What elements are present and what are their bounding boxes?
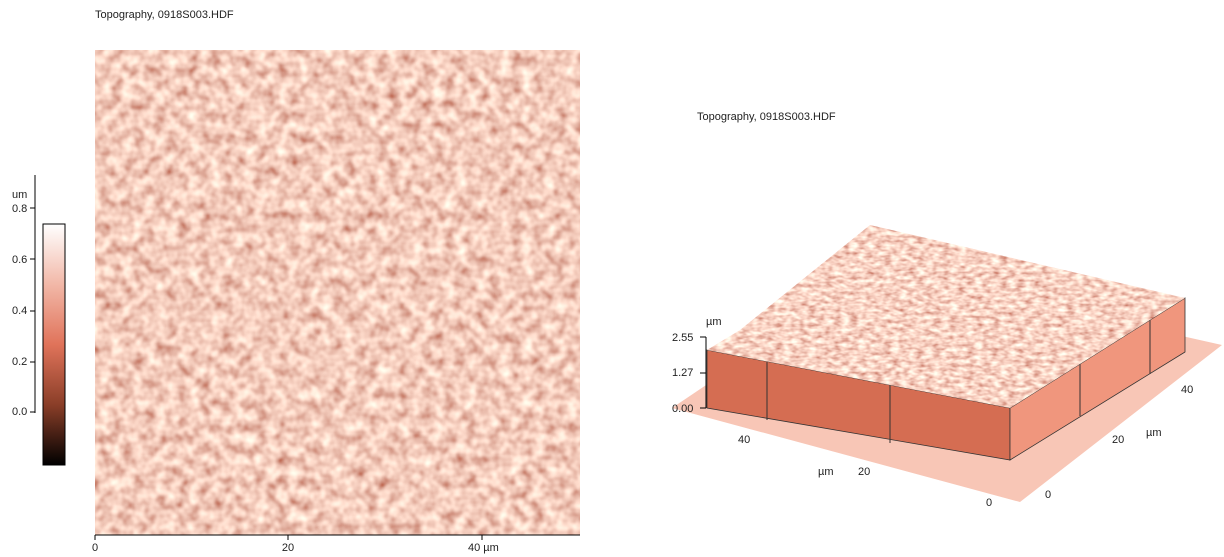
- front-tick-label: 40: [738, 434, 750, 446]
- z-tick-label: 2.55: [672, 332, 693, 344]
- right-title: Topography, 0918S003.HDF: [697, 111, 836, 123]
- front-unit: µm: [818, 466, 834, 478]
- x-tick-label: 20: [282, 542, 294, 554]
- front-tick-label: 0: [986, 497, 992, 509]
- side-tick-label: 20: [1112, 434, 1124, 446]
- colorbar: [43, 224, 65, 465]
- z-tick-label: 0.00: [672, 403, 693, 415]
- side-tick-label: 0: [1045, 489, 1051, 501]
- side-unit: µm: [1146, 427, 1162, 439]
- screenshot: Topography, 0918S003.HDF 0 20 40 µm um 0…: [0, 0, 1224, 557]
- x-tick-label: 40 µm: [468, 542, 499, 554]
- side-tick-label: 40: [1181, 384, 1193, 396]
- front-tick-label: 20: [858, 466, 870, 478]
- afm-image: [95, 50, 580, 535]
- x-tick-label: 0: [92, 542, 98, 554]
- colorbar-unit: um: [12, 189, 27, 201]
- colorbar-tick-label: 0.4: [12, 305, 27, 317]
- colorbar-tick-label: 0.0: [12, 406, 27, 418]
- left-title: Topography, 0918S003.HDF: [95, 9, 234, 21]
- z-tick-label: 1.27: [672, 367, 693, 379]
- z-unit: µm: [706, 316, 722, 328]
- colorbar-tick-label: 0.6: [12, 254, 27, 266]
- colorbar-ticks: [30, 208, 35, 412]
- colorbar-tick-label: 0.8: [12, 203, 27, 215]
- colorbar-tick-label: 0.2: [12, 356, 27, 368]
